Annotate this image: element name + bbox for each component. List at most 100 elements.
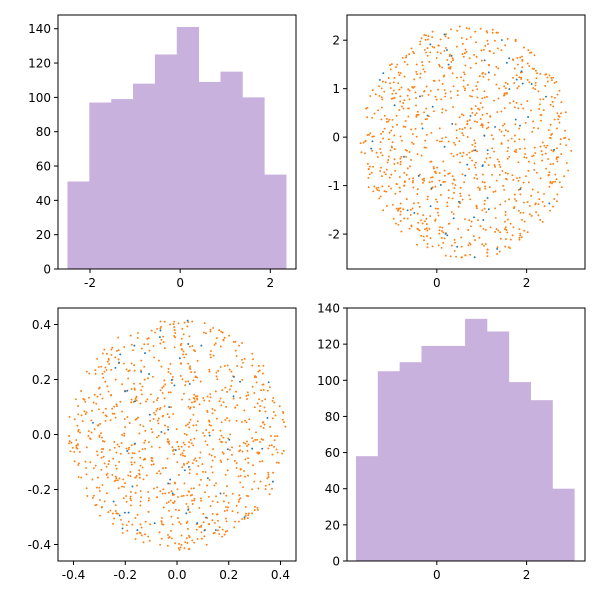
scatter-point <box>258 409 261 412</box>
scatter-point <box>103 440 106 443</box>
scatter-point <box>219 459 222 462</box>
scatter-point <box>153 356 156 359</box>
scatter-point <box>416 193 419 196</box>
scatter-point <box>459 152 462 155</box>
scatter-point <box>416 227 419 230</box>
scatter-point <box>187 362 190 365</box>
scatter-point <box>150 459 153 462</box>
scatter-point <box>447 67 450 70</box>
scatter-point <box>430 187 433 190</box>
y-tick-label: 0 <box>332 555 340 569</box>
scatter-point <box>169 478 172 481</box>
scatter-point <box>477 186 480 189</box>
y-tick-label: 0.2 <box>32 373 51 387</box>
scatter-point <box>478 189 481 191</box>
scatter-point <box>399 95 402 98</box>
scatter-point <box>485 157 488 160</box>
scatter-point <box>161 392 164 395</box>
scatter-point <box>430 160 433 163</box>
scatter-point <box>103 370 106 373</box>
scatter-point <box>182 353 185 356</box>
scatter-point <box>503 107 506 110</box>
scatter-point <box>68 434 71 437</box>
scatter-point <box>504 211 507 213</box>
scatter-point <box>545 167 548 170</box>
scatter-point <box>147 510 150 513</box>
scatter-point <box>247 474 249 477</box>
scatter-point <box>494 207 497 210</box>
scatter-point <box>489 226 492 229</box>
scatter-point <box>492 190 495 193</box>
histogram-bar <box>530 400 553 561</box>
scatter-point <box>478 75 481 78</box>
scatter-point <box>453 238 456 241</box>
scatter-point <box>225 506 227 509</box>
scatter-point <box>269 386 271 389</box>
x-tick-label: -0.2 <box>114 568 137 582</box>
scatter-point <box>173 453 176 456</box>
scatter-point <box>152 418 155 420</box>
scatter-point <box>429 43 432 46</box>
scatter-point <box>488 50 491 53</box>
scatter-point <box>181 348 183 350</box>
scatter-point <box>474 114 477 117</box>
scatter-point <box>148 349 151 352</box>
scatter-point <box>106 385 109 388</box>
scatter-point <box>127 377 130 380</box>
scatter-point <box>495 65 498 68</box>
scatter-point <box>473 53 476 56</box>
scatter-point <box>169 529 172 532</box>
scatter-point <box>444 92 447 95</box>
scatter-point <box>167 428 170 431</box>
scatter-point <box>485 211 488 214</box>
scatter-point <box>426 118 428 120</box>
scatter-point <box>459 186 462 189</box>
scatter-point <box>177 496 179 499</box>
scatter-point <box>458 116 461 119</box>
scatter-point <box>476 81 479 84</box>
scatter-point <box>211 513 214 515</box>
scatter-point <box>161 386 164 389</box>
scatter-point <box>235 390 238 393</box>
scatter-point <box>519 193 522 196</box>
scatter-point <box>188 421 191 424</box>
scatter-point <box>565 144 568 147</box>
scatter-point <box>506 157 509 160</box>
scatter-point <box>228 438 231 441</box>
scatter-point <box>415 104 417 107</box>
scatter-point <box>552 105 555 108</box>
scatter-point <box>483 199 486 202</box>
scatter-point <box>443 180 446 183</box>
scatter-point <box>381 185 384 188</box>
scatter-point <box>446 201 449 204</box>
scatter-point <box>130 463 133 466</box>
scatter-point <box>432 165 435 168</box>
scatter-point <box>500 110 503 113</box>
scatter-point <box>452 217 455 220</box>
scatter-point <box>244 419 246 422</box>
scatter-point <box>177 322 180 325</box>
scatter-point <box>479 27 482 30</box>
scatter-point <box>68 442 71 445</box>
scatter-point <box>522 211 525 214</box>
scatter-point <box>130 362 133 365</box>
scatter-point <box>139 490 142 492</box>
scatter-point <box>128 369 131 372</box>
scatter-point <box>380 118 383 121</box>
scatter-point <box>547 174 550 177</box>
scatter-point <box>371 135 374 138</box>
scatter-point <box>156 397 159 400</box>
scatter-point <box>238 445 241 447</box>
scatter-point <box>213 521 216 524</box>
histogram-bar <box>508 382 531 561</box>
scatter-point <box>163 347 166 350</box>
scatter-point <box>439 183 442 186</box>
scatter-point <box>423 146 426 149</box>
scatter-point <box>399 160 402 163</box>
scatter-point <box>431 245 434 248</box>
scatter-point <box>107 390 110 393</box>
scatter-point <box>267 473 270 476</box>
scatter-point <box>148 441 150 444</box>
scatter-point <box>496 246 499 249</box>
scatter-point <box>387 120 390 123</box>
